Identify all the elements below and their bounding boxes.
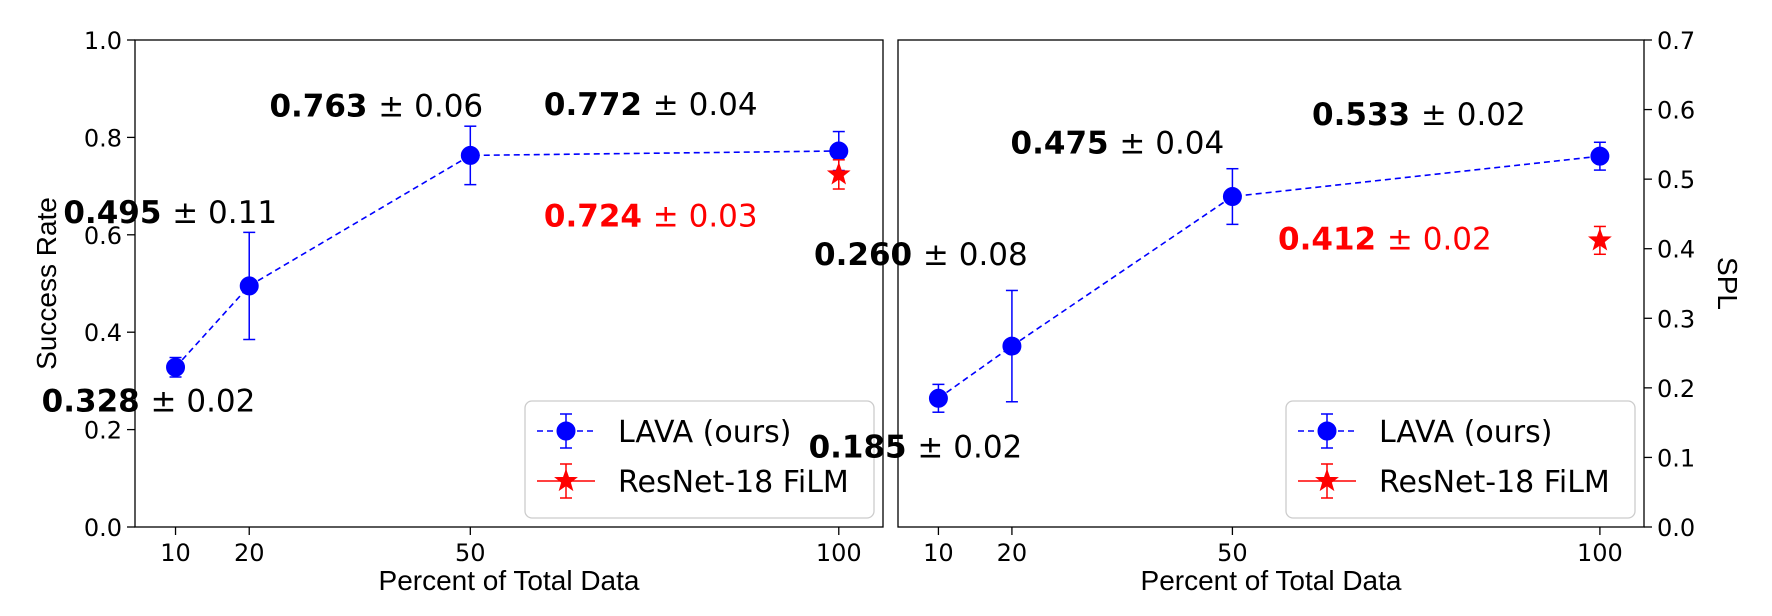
- data-label-value: 0.533: [1312, 97, 1421, 133]
- data-label-error: ± 0.03: [653, 198, 758, 234]
- legend-box: [1285, 400, 1636, 519]
- data-point-circle-marker: [166, 357, 186, 377]
- x-tick-label: 20: [997, 539, 1028, 567]
- data-label-error: ± 0.04: [1119, 126, 1224, 162]
- y-tick-label: 0.6: [84, 222, 122, 250]
- data-point-circle-marker: [829, 141, 849, 161]
- series-resnet: 0.724 ± 0.03: [544, 159, 851, 234]
- y-axis-title: SPL: [1712, 257, 1743, 310]
- data-label-error: ± 0.08: [923, 237, 1028, 273]
- x-tick-label: 10: [160, 539, 191, 567]
- y-tick-label: 0.5: [1657, 166, 1695, 194]
- x-axis-title: Percent of Total Data: [1141, 565, 1402, 596]
- x-tick-label: 20: [234, 539, 265, 567]
- data-label-error: ± 0.04: [653, 87, 758, 123]
- data-point-circle-marker: [1590, 146, 1610, 166]
- series-line: [174, 150, 839, 368]
- series-lava: 0.328 ± 0.02 0.495 ± 0.11 0.763 ± 0.06 0.77…: [42, 87, 849, 419]
- data-point-circle-marker: [928, 388, 948, 408]
- legend: LAVA (ours) ResNet-18 FiLM: [1285, 400, 1636, 519]
- plot-frame: [134, 39, 884, 528]
- data-label-error: ± 0.02: [1387, 221, 1492, 257]
- data-label: 0.185 ± 0.02: [809, 429, 1023, 465]
- data-label: 0.412 ± 0.02: [1278, 221, 1492, 257]
- data-label-error: ± 0.02: [1421, 97, 1526, 133]
- data-label-value: 0.724: [544, 198, 653, 234]
- data-label: 0.724 ± 0.03: [544, 198, 758, 234]
- legend-label: ResNet-18 FiLM: [618, 465, 849, 500]
- data-label: 0.533 ± 0.02: [1312, 97, 1526, 133]
- data-label: 0.260 ± 0.08: [814, 237, 1028, 273]
- legend: LAVA (ours) ResNet-18 FiLM: [524, 400, 875, 519]
- y-tick-label: 0.0: [84, 514, 122, 542]
- series-line: [937, 155, 1600, 399]
- data-point-circle-marker: [1002, 336, 1022, 356]
- data-label-value: 0.185: [809, 429, 918, 465]
- data-point-star-marker: [826, 161, 851, 185]
- data-label-value: 0.495: [63, 195, 172, 231]
- y-tick-label: 0.1: [1657, 444, 1695, 472]
- data-label-value: 0.475: [1011, 126, 1120, 162]
- y-tick-label: 0.0: [1657, 514, 1695, 542]
- y-tick-label: 1.0: [84, 27, 122, 55]
- legend-star-marker: [554, 468, 578, 492]
- legend-label: ResNet-18 FiLM: [1379, 465, 1610, 500]
- data-label-error: ± 0.02: [151, 383, 256, 419]
- y-tick-label: 0.4: [84, 319, 122, 347]
- y-tick-label: 0.2: [84, 417, 122, 445]
- data-label-error: ± 0.02: [917, 429, 1022, 465]
- y-tick-label: 0.2: [1657, 375, 1695, 403]
- data-point-circle-marker: [460, 145, 480, 165]
- data-label-value: 0.260: [814, 237, 923, 273]
- data-label-value: 0.328: [42, 383, 151, 419]
- x-tick-label: 50: [455, 539, 486, 567]
- data-label-error: ± 0.06: [378, 88, 483, 124]
- legend-circle-marker: [556, 421, 576, 441]
- series-lava: 0.185 ± 0.02 0.260 ± 0.08 0.475 ± 0.04 0.53…: [809, 97, 1610, 465]
- data-label-value: 0.412: [1278, 221, 1387, 257]
- legend-star-marker: [1315, 468, 1339, 492]
- x-tick-label: 100: [816, 539, 862, 567]
- series-resnet: 0.412 ± 0.02: [1278, 221, 1612, 257]
- data-label-error: ± 0.11: [172, 195, 277, 231]
- y-axis-title: Success Rate: [31, 197, 62, 370]
- x-tick-label: 100: [1577, 539, 1623, 567]
- plot-frame: [897, 39, 1645, 528]
- y-tick-label: 0.6: [1657, 97, 1695, 125]
- y-tick-label: 0.8: [84, 124, 122, 152]
- y-tick-label: 0.4: [1657, 236, 1695, 264]
- legend-box: [524, 400, 875, 519]
- data-point-star-marker: [1588, 227, 1612, 251]
- data-label: 0.772 ± 0.04: [544, 87, 758, 123]
- legend-circle-marker: [1317, 421, 1337, 441]
- data-label: 0.495 ± 0.11: [63, 195, 277, 231]
- x-axis-title: Percent of Total Data: [379, 565, 640, 596]
- legend-label: LAVA (ours): [1379, 415, 1552, 450]
- data-label: 0.763 ± 0.06: [269, 88, 483, 124]
- x-tick-label: 50: [1217, 539, 1248, 567]
- data-point-circle-marker: [1222, 187, 1242, 207]
- y-tick-label: 0.7: [1657, 27, 1695, 55]
- data-point-circle-marker: [239, 276, 259, 296]
- chart-panel-1: 0.0 0.2 0.4 0.6 0.8 1.0 10 20 50 100 Percent of To…: [31, 27, 884, 596]
- y-tick-label: 0.3: [1657, 305, 1695, 333]
- data-label-value: 0.763: [269, 88, 378, 124]
- chart-panel-2: 0.0 0.1 0.2 0.3 0.4 0.5 0.6 0.7 10 20 50 100 Percent…: [809, 27, 1743, 596]
- data-label-value: 0.772: [544, 87, 653, 123]
- data-label: 0.328 ± 0.02: [42, 383, 256, 419]
- legend-label: LAVA (ours): [618, 415, 791, 450]
- data-label: 0.475 ± 0.04: [1011, 126, 1225, 162]
- x-tick-label: 10: [923, 539, 954, 567]
